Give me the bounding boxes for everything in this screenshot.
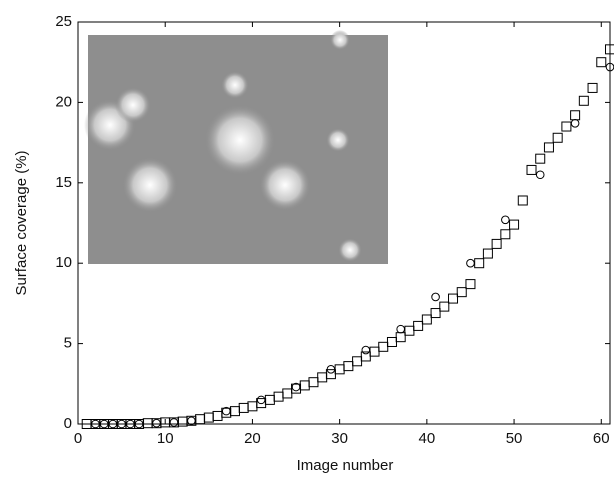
y-tick-label: 5 xyxy=(64,335,72,352)
chart: Image number Surface coverage (%) 0 10 20 3… xyxy=(0,0,614,476)
x-tick-label: 30 xyxy=(331,430,348,447)
y-tick-label: 20 xyxy=(55,93,72,110)
y-tick-label: 25 xyxy=(55,13,72,30)
x-tick-label: 20 xyxy=(244,430,261,447)
y-axis-label: Surface coverage (%) xyxy=(13,150,30,295)
x-tick-label: 40 xyxy=(419,430,436,447)
y-tick-label: 10 xyxy=(55,254,72,271)
x-tick-label: 0 xyxy=(74,430,82,447)
x-tick-label: 50 xyxy=(506,430,523,447)
x-tick-label: 10 xyxy=(157,430,174,447)
y-tick-label: 15 xyxy=(55,174,72,191)
x-tick-label: 60 xyxy=(593,430,610,447)
inset-image xyxy=(84,30,388,264)
y-tick-label: 0 xyxy=(64,415,72,432)
x-axis-label: Image number xyxy=(297,457,394,474)
